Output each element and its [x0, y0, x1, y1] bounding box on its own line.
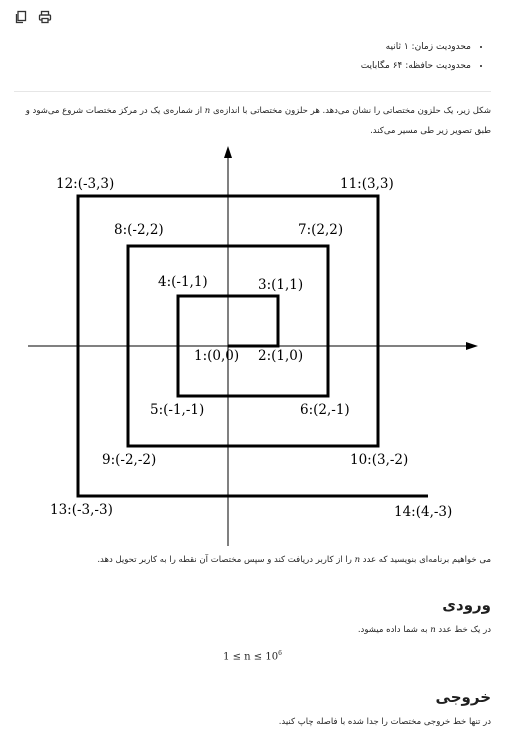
- point-label-5: 5:(-1,-1): [150, 402, 204, 418]
- var-n: n: [204, 106, 211, 116]
- input-text1: در یک خط عدد: [438, 625, 491, 635]
- y-axis-arrow: [224, 146, 232, 158]
- input-description: در یک خط عدد n به شما داده میشود.: [14, 620, 491, 640]
- point-label-8: 8:(-2,2): [114, 222, 164, 238]
- input-constraint: 1 ≤ n ≤ 106: [0, 650, 505, 662]
- toolbar: [14, 10, 52, 24]
- input-text2: به شما داده میشود.: [357, 625, 428, 635]
- limits-list: محدودیت زمان: ۱ ثانیه محدودیت حافظه: ۶۴ …: [361, 38, 487, 76]
- constraint-main: 1 ≤ n ≤ 10: [223, 651, 279, 663]
- statement-part1: شکل زیر، یک حلزون مختصاتی را نشان می‌دهد…: [212, 106, 491, 116]
- input-heading: ورودی: [442, 596, 491, 614]
- task-part1: می خواهیم برنامه‌ای بنویسید که عدد: [362, 555, 491, 565]
- task-part2: را از کاربر دریافت کند و سپس مختصات آن ن…: [97, 555, 352, 565]
- point-label-11: 11:(3,3): [340, 176, 394, 192]
- divider: [14, 91, 491, 92]
- point-label-4: 4:(-1,1): [158, 274, 208, 290]
- printer-icon[interactable]: [38, 10, 52, 24]
- copy-icon[interactable]: [14, 10, 28, 24]
- point-label-14: 14:(4,-3): [394, 504, 452, 520]
- x-axis-arrow: [466, 342, 478, 350]
- var-n: n: [430, 625, 436, 635]
- constraint-exponent: 6: [278, 650, 282, 657]
- var-n: n: [354, 555, 361, 565]
- point-label-1: 1:(0,0): [194, 348, 239, 364]
- problem-statement: شکل زیر، یک حلزون مختصاتی را نشان می‌دهد…: [14, 101, 491, 141]
- point-label-7: 7:(2,2): [298, 222, 343, 238]
- time-limit: محدودیت زمان: ۱ ثانیه: [361, 38, 471, 57]
- point-label-2: 2:(1,0): [258, 348, 303, 364]
- spiral-path: [76, 194, 428, 498]
- point-label-9: 9:(-2,-2): [102, 452, 156, 468]
- spiral-diagram: 1:(0,0) 2:(1,0) 3:(1,1) 4:(-1,1) 5:(-1,-…: [28, 146, 478, 546]
- point-label-13: 13:(-3,-3): [50, 502, 113, 518]
- output-heading: خروجی: [435, 688, 491, 706]
- point-label-12: 12:(-3,3): [56, 176, 114, 192]
- memory-limit: محدودیت حافظه: ۶۴ مگابایت: [361, 57, 471, 76]
- output-description: در تنها خط خروجی مختصات را جدا شده با فا…: [278, 717, 491, 727]
- statement-part2: از شماره‌ی یک در مرکز مختصات شروع می‌شود…: [25, 106, 491, 136]
- point-label-10: 10:(3,-2): [350, 452, 408, 468]
- task-statement: می خواهیم برنامه‌ای بنویسید که عدد n را …: [14, 550, 491, 570]
- point-label-6: 6:(2,-1): [300, 402, 350, 418]
- point-label-3: 3:(1,1): [258, 277, 303, 293]
